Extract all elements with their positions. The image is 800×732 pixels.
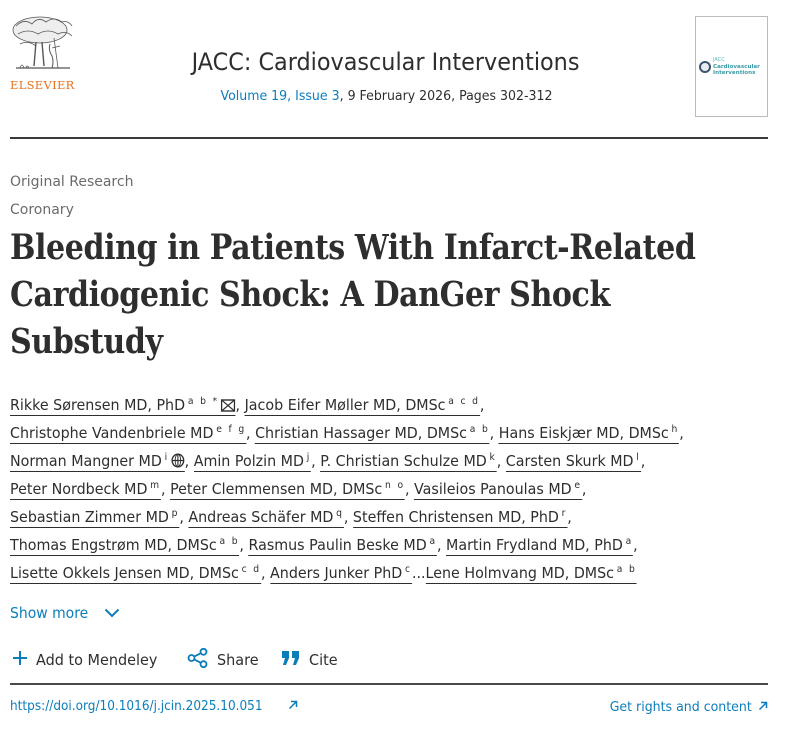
header-divider — [10, 137, 768, 139]
add-to-mendeley-button[interactable]: Add to Mendeley — [12, 650, 167, 670]
journal-header: ELSEVIER JACC: Cardiovascular Interventi… — [0, 0, 800, 140]
globe-icon[interactable] — [171, 449, 185, 477]
author-link[interactable]: Carsten Skurk MD l — [505, 452, 641, 472]
external-link-icon — [758, 699, 768, 715]
doi-link[interactable]: https://doi.org/10.1016/j.jcin.2025.10.0… — [10, 699, 298, 714]
author-link[interactable]: Peter Nordbeck MD m — [10, 480, 161, 500]
title-line: Bleeding in Patients With Infarct-Relate… — [10, 227, 696, 268]
author-list: Rikke Sørensen MD, PhD a b *, Jacob Eifer… — [10, 388, 780, 584]
get-rights-link[interactable]: Get rights and content — [599, 699, 768, 715]
plus-icon — [12, 650, 28, 670]
cite-button[interactable]: Cite — [281, 650, 340, 670]
title-line: Substudy — [10, 321, 163, 362]
article-subject-label: Coronary — [10, 202, 74, 218]
cover-text-line2: Cardiovascular — [713, 64, 760, 70]
author-link[interactable]: Lisette Okkels Jensen MD, DMSc c d — [10, 564, 261, 584]
author-link[interactable]: Peter Clemmensen MD, DMSc n o — [170, 480, 405, 500]
author-link[interactable]: Christophe Vandenbriele MD e f g — [10, 424, 247, 444]
article-type-label: Original Research — [10, 174, 134, 190]
jacc-seal-icon — [699, 61, 711, 73]
author-link[interactable]: Sebastian Zimmer MD p — [10, 508, 180, 528]
cover-text-line1: JACC — [713, 57, 725, 63]
author-link[interactable]: Lene Holmvang MD, DMSc a b — [425, 564, 637, 584]
show-more-button[interactable]: Show more — [10, 604, 120, 622]
author-link[interactable]: Steffen Christensen MD, PhD r — [352, 508, 568, 528]
title-line: Cardiogenic Shock: A DanGer Shock — [10, 274, 610, 315]
author-link[interactable]: Vasileios Panoulas MD e — [414, 480, 582, 500]
article-actions-toolbar: Add to Mendeley Share Cite — [12, 647, 360, 672]
share-icon — [187, 647, 209, 672]
author-link[interactable]: Andreas Schäfer MD q — [188, 508, 344, 528]
journal-cover-thumbnail[interactable]: JACC Cardiovascular Interventions — [695, 16, 768, 117]
chevron-down-icon — [104, 604, 120, 622]
author-link[interactable]: P. Christian Schulze MD k — [320, 452, 497, 472]
author-link[interactable]: Amin Polzin MD j — [193, 452, 312, 472]
cover-text-line3: Interventions — [713, 70, 756, 76]
author-link[interactable]: Jacob Eifer Møller MD, DMSc a c d — [244, 396, 480, 416]
author-link[interactable]: Norman Mangner MD i — [10, 452, 185, 472]
toolbar-divider — [10, 683, 768, 685]
author-link[interactable]: Martin Frydland MD, PhD a — [446, 536, 634, 556]
author-link[interactable]: Anders Junker PhD c — [270, 564, 412, 584]
author-link[interactable]: Thomas Engstrøm MD, DMSc a b — [10, 536, 240, 556]
issue-date-pages: , 9 February 2026, Pages 302-312 — [339, 88, 553, 104]
external-link-icon — [288, 699, 298, 714]
journal-title[interactable]: JACC: Cardiovascular Interventions — [192, 48, 580, 76]
quote-icon — [281, 650, 301, 670]
article-title: Bleeding in Patients With Infarct-Relate… — [10, 224, 770, 365]
envelope-icon[interactable] — [221, 393, 236, 421]
volume-issue-link[interactable]: Volume 19, Issue 3 — [219, 88, 340, 104]
elsevier-tree-logo[interactable] — [10, 14, 78, 94]
author-link[interactable]: Rasmus Paulin Beske MD a — [248, 536, 437, 556]
publisher-wordmark: ELSEVIER — [10, 78, 75, 92]
author-link[interactable]: Hans Eiskjær MD, DMSc h — [498, 424, 680, 444]
author-link[interactable]: Christian Hassager MD, DMSc a b — [255, 424, 490, 444]
share-button[interactable]: Share — [187, 647, 262, 672]
issue-info: Volume 19, Issue 3, 9 February 2026, Pag… — [0, 88, 772, 104]
author-link[interactable]: Rikke Sørensen MD, PhD a b * — [10, 396, 236, 416]
